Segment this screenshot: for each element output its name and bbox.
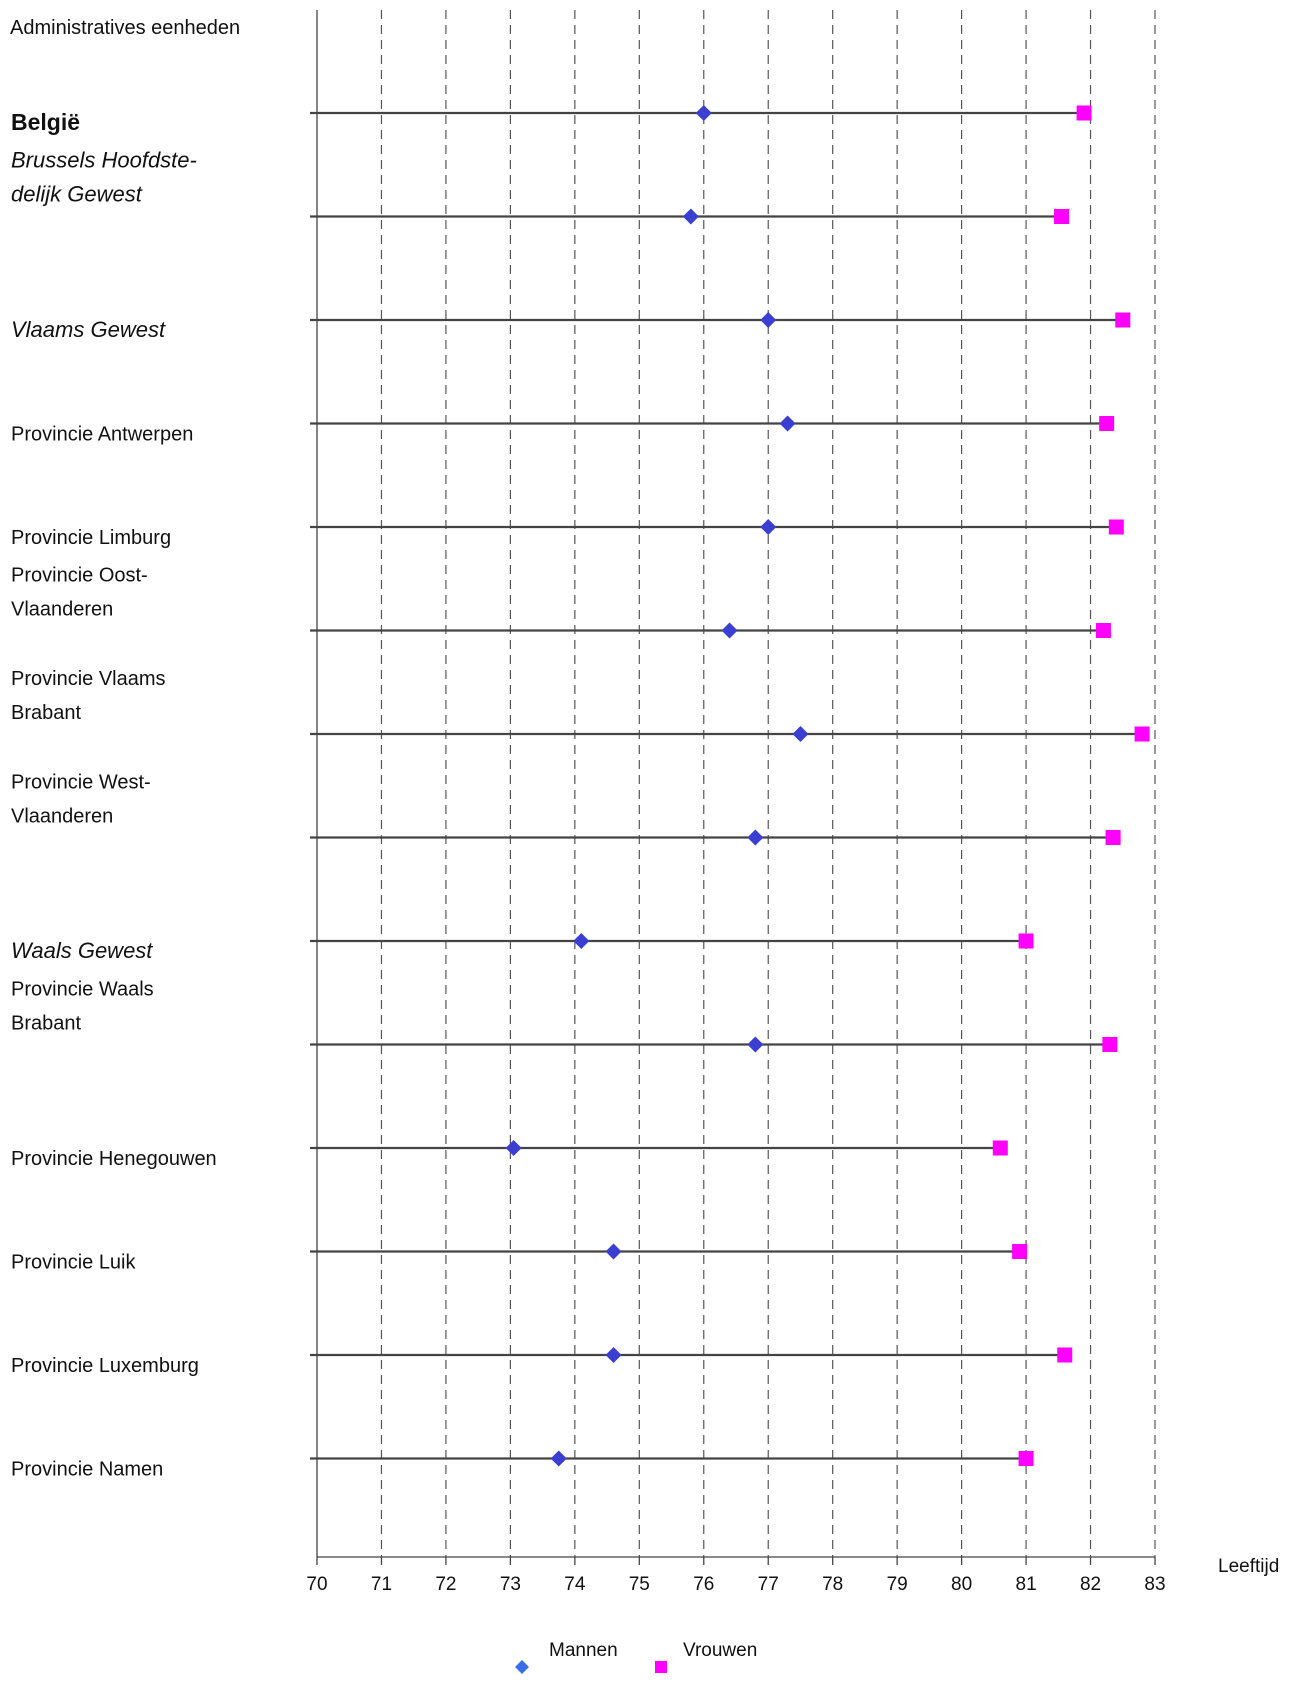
category-label: Provincie Waals: [11, 979, 154, 1001]
row-8: Waals Gewest: [11, 933, 1034, 963]
x-tick-label-83: 83: [1144, 1574, 1165, 1595]
x-tick-label-81: 81: [1016, 1574, 1037, 1595]
category-label: Provincie Antwerpen: [11, 424, 193, 446]
marker-vrouwen: [1115, 312, 1131, 328]
marker-mannen: [605, 1347, 622, 1363]
row-1: Brussels Hoofdste-delijk Gewest: [11, 148, 1070, 225]
marker-mannen: [760, 312, 777, 328]
x-tick-label-70: 70: [306, 1574, 327, 1595]
marker-vrouwen: [1018, 933, 1034, 949]
row-3: Provincie Antwerpen: [11, 415, 1115, 446]
marker-mannen: [747, 829, 764, 846]
category-label: Provincie Oost-: [11, 565, 148, 587]
row-12: Provincie Luxemburg: [11, 1347, 1073, 1377]
x-tick-label-76: 76: [693, 1574, 714, 1595]
row-4: Provincie Limburg: [11, 519, 1124, 549]
marker-vrouwen: [1054, 209, 1070, 224]
legend: Mannen Vrouwen: [515, 1640, 757, 1674]
category-label: delijk Gewest: [11, 182, 143, 207]
legend-mannen-label: Mannen: [549, 1640, 618, 1661]
legend-vrouwen-label: Vrouwen: [683, 1640, 757, 1661]
marker-mannen: [792, 726, 809, 742]
marker-vrouwen: [1105, 830, 1121, 845]
x-tick-label-82: 82: [1080, 1574, 1101, 1595]
category-label: Vlaanderen: [11, 599, 113, 621]
category-label: Provincie Namen: [11, 1459, 163, 1481]
rows: België Brussels Hoofdste-delijk Gewest Vla…: [11, 105, 1150, 1481]
category-label: Provincie Luxemburg: [11, 1355, 199, 1377]
marker-vrouwen: [1108, 519, 1124, 535]
category-label: Provincie West-: [11, 772, 151, 794]
grid: [316, 10, 1156, 1557]
marker-vrouwen: [992, 1140, 1008, 1156]
category-label: Brabant: [11, 702, 81, 724]
row-0: België: [11, 105, 1092, 135]
marker-vrouwen: [1134, 726, 1150, 742]
category-label: Provincie Limburg: [11, 527, 171, 549]
row-5: Provincie Oost- Vlaanderen: [11, 565, 1111, 639]
category-label: Brabant: [11, 1013, 81, 1035]
marker-mannen: [747, 1036, 764, 1053]
x-axis-title: Leeftijd: [1218, 1556, 1279, 1577]
category-label: Brussels Hoofdste-: [11, 148, 197, 173]
marker-mannen: [695, 105, 712, 121]
row-6: Provincie Vlaams Brabant: [11, 668, 1150, 742]
marker-mannen: [760, 519, 777, 535]
category-label: Provincie Luik: [11, 1252, 137, 1274]
category-label: Provincie Henegouwen: [11, 1148, 217, 1170]
marker-mannen: [721, 622, 738, 639]
category-label: Provincie Vlaams: [11, 668, 166, 690]
x-tick-label-75: 75: [629, 1574, 650, 1595]
row-11: Provincie Luik: [11, 1243, 1028, 1274]
legend-mannen-icon: [515, 1660, 529, 1674]
marker-mannen: [550, 1450, 567, 1467]
category-label: België: [11, 109, 80, 135]
marker-mannen: [605, 1243, 622, 1260]
x-tick-label-73: 73: [500, 1574, 521, 1595]
category-label: Vlaanderen: [11, 806, 113, 828]
marker-vrouwen: [1076, 105, 1092, 121]
x-tick-label-79: 79: [887, 1574, 908, 1595]
x-tick-label-78: 78: [822, 1574, 843, 1595]
marker-vrouwen: [1095, 623, 1111, 638]
marker-mannen: [682, 208, 699, 225]
marker-vrouwen: [1099, 416, 1115, 431]
x-tick-label-72: 72: [435, 1574, 456, 1595]
header-label: Administratives eenheden: [10, 17, 240, 39]
category-label: Waals Gewest: [11, 938, 153, 963]
row-13: Provincie Namen: [11, 1450, 1034, 1481]
row-10: Provincie Henegouwen: [11, 1140, 1008, 1170]
x-tick-label-74: 74: [564, 1574, 586, 1595]
x-tick-label-80: 80: [951, 1574, 972, 1595]
row-2: Vlaams Gewest: [11, 312, 1131, 342]
marker-vrouwen: [1057, 1347, 1073, 1363]
x-tick-label-71: 71: [371, 1574, 392, 1595]
marker-mannen: [505, 1140, 522, 1156]
marker-vrouwen: [1102, 1037, 1118, 1052]
legend-vrouwen-icon: [655, 1661, 667, 1673]
category-label: Vlaams Gewest: [11, 317, 166, 342]
marker-mannen: [573, 933, 590, 949]
marker-mannen: [779, 415, 796, 432]
x-axis: 70 71 72 73 74 75 76 77 78 79 80 81 82 83: [306, 1556, 1166, 1595]
x-tick-label-77: 77: [758, 1574, 779, 1595]
row-9: Provincie Waals Brabant: [11, 979, 1118, 1053]
marker-vrouwen: [1012, 1244, 1028, 1259]
row-7: Provincie West- Vlaanderen: [11, 772, 1121, 846]
marker-vrouwen: [1018, 1451, 1034, 1466]
